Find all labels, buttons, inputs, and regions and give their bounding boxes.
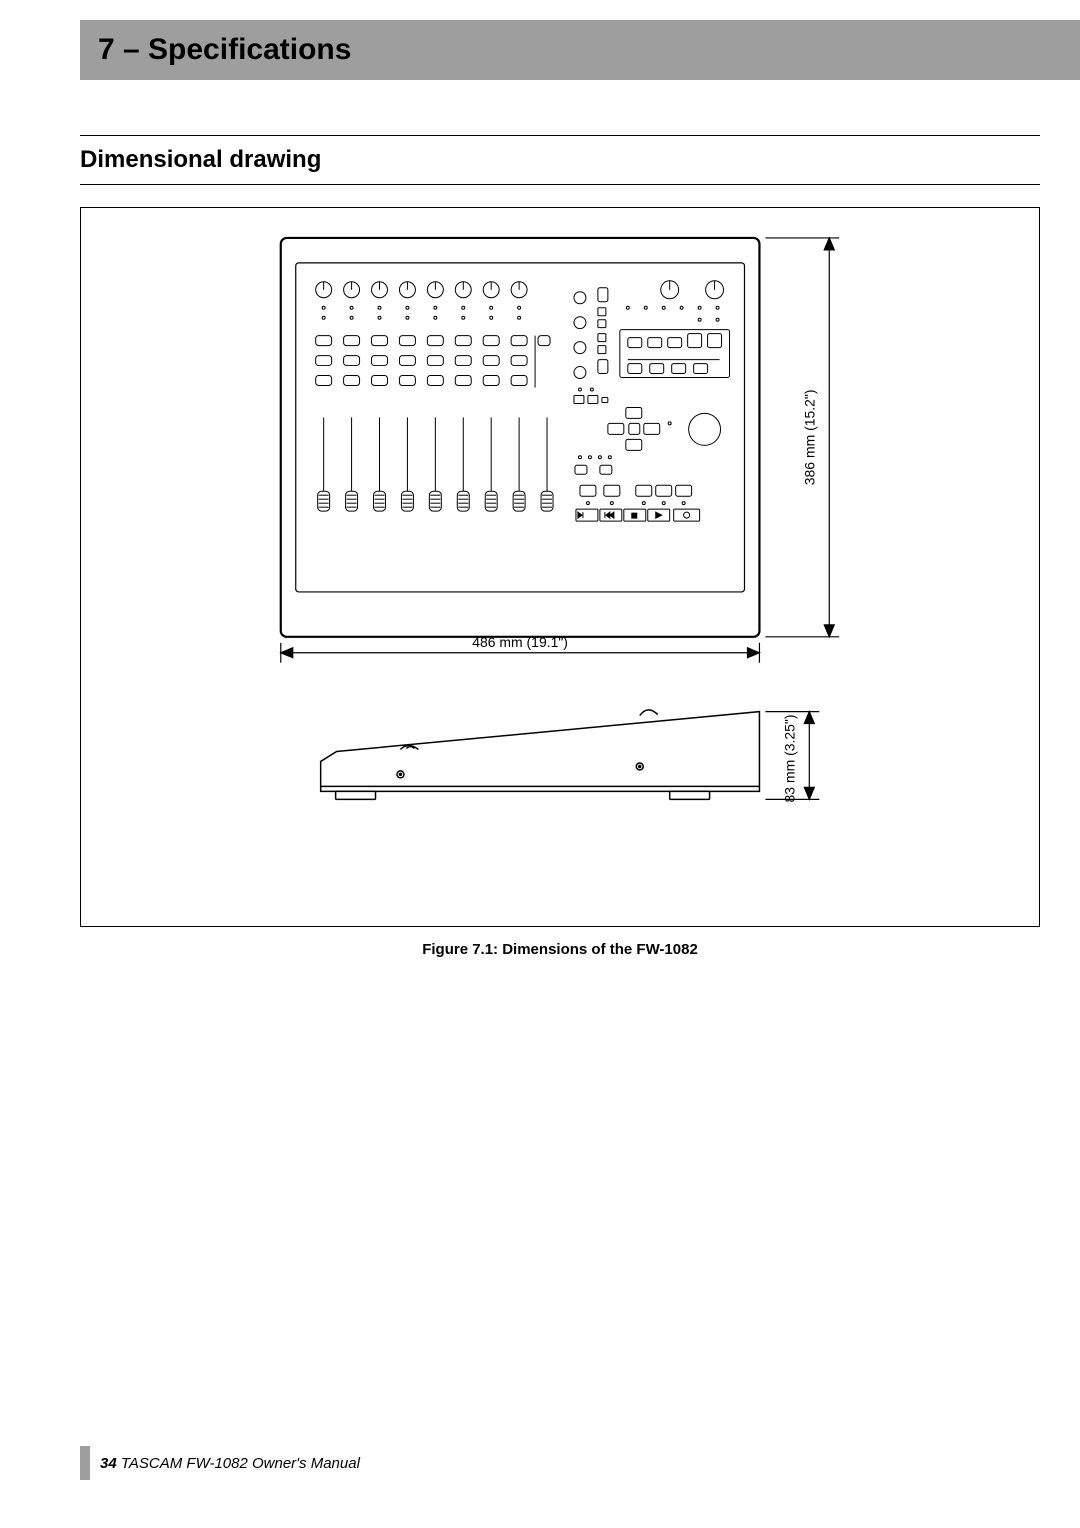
- section-title: Dimensional drawing: [80, 136, 1040, 184]
- footer-stripe: [80, 1446, 90, 1480]
- manual-title: TASCAM FW-1082 Owner's Manual: [121, 1455, 360, 1472]
- rule-under-title: [80, 184, 1040, 185]
- footer-text: 34 TASCAM FW-1082 Owner's Manual: [100, 1455, 360, 1472]
- main-content: Dimensional drawing: [80, 135, 1040, 958]
- chapter-header: 7 – Specifications: [80, 20, 1080, 80]
- page-footer: 34 TASCAM FW-1082 Owner's Manual: [80, 1446, 360, 1480]
- dim-width: 486 mm (19.1"): [472, 634, 568, 650]
- figure-frame: 486 mm (19.1") 386 mm (15.2"): [80, 207, 1040, 927]
- page-number: 34: [100, 1455, 117, 1472]
- chapter-title: 7 – Specifications: [98, 33, 351, 67]
- dim-depth: 386 mm (15.2"): [801, 390, 817, 486]
- figure-caption: Figure 7.1: Dimensions of the FW-1082: [80, 941, 1040, 958]
- dimensional-drawing: 486 mm (19.1") 386 mm (15.2"): [81, 208, 1039, 926]
- dim-height: 83 mm (3.25"): [781, 714, 797, 802]
